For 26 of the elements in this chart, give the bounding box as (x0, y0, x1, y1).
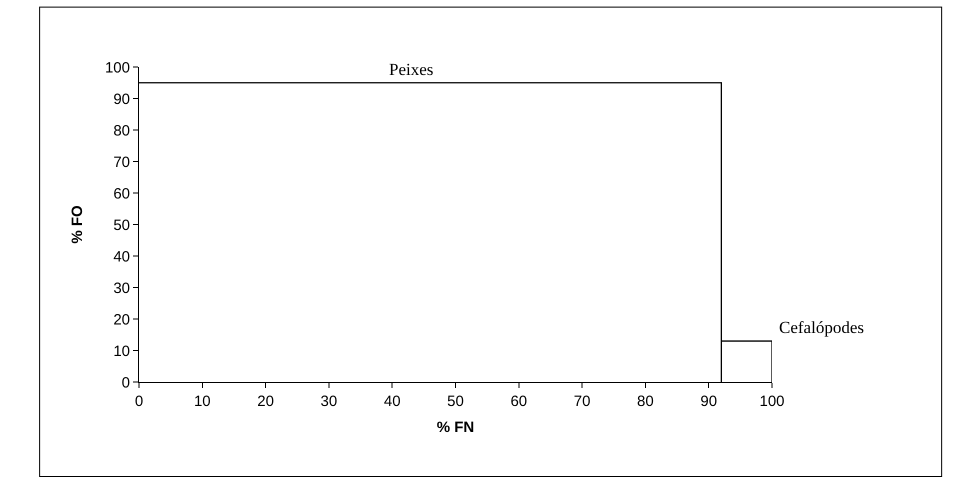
y-tick-label: 10 (113, 342, 130, 360)
x-tick-label: 90 (700, 393, 718, 410)
x-tick-label: 60 (510, 393, 528, 410)
annotation: Cefalópodes (779, 318, 864, 337)
y-tick-label: 100 (104, 59, 130, 76)
y-tick-label: 0 (122, 374, 130, 392)
y-axis-title: % FO (69, 205, 86, 244)
x-tick-label: 50 (447, 393, 464, 410)
x-tick-label: 20 (257, 393, 274, 410)
x-tick-label: 100 (759, 393, 785, 410)
x-axis-title: % FN (436, 419, 474, 436)
y-tick-label: 20 (113, 311, 130, 328)
x-tick-label: 30 (320, 393, 338, 410)
y-tick-label: 70 (113, 154, 130, 171)
y-tick-label: 30 (113, 280, 130, 297)
x-tick-label: 0 (134, 393, 144, 410)
x-tick-label: 40 (384, 393, 401, 410)
y-tick-label: 90 (113, 90, 130, 108)
y-tick-label: 50 (113, 216, 130, 234)
y-tick-label: 40 (113, 248, 130, 266)
x-tick-label: 70 (574, 393, 590, 410)
y-tick-label: 60 (113, 185, 130, 202)
x-tick-label: 10 (194, 393, 211, 410)
annotation: Peixes (389, 60, 434, 79)
y-tick-label: 80 (113, 122, 130, 140)
x-tick-label: 80 (637, 393, 654, 410)
